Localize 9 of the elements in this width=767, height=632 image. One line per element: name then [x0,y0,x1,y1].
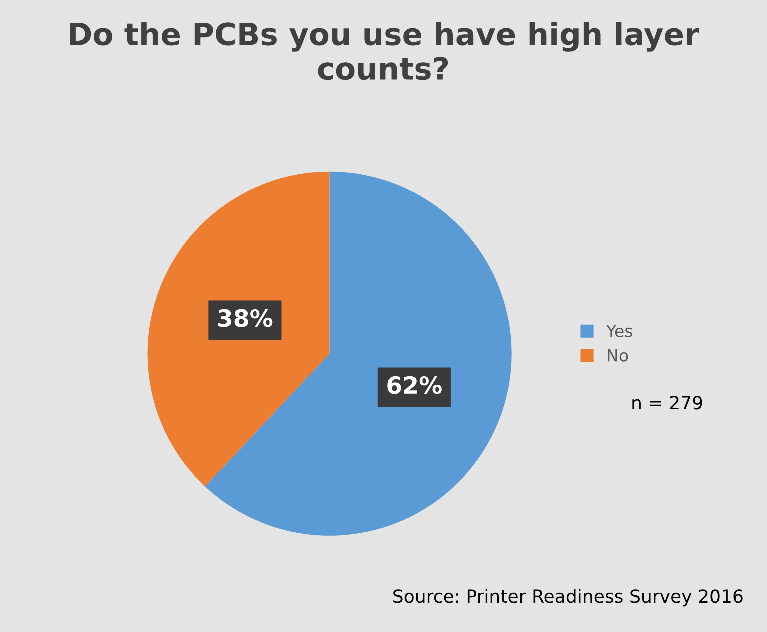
text: n = 279 [632,396,702,410]
data-label: 38% [218,309,273,328]
legend-label: No [608,350,628,362]
data-label: 62% [388,376,442,394]
pie-slice [148,172,330,487]
source-note: Source: Printer Readiness Survey 2016 [394,589,743,607]
legend-label: Yes [606,325,633,338]
pie-slice [205,172,512,536]
chart-title: Do the PCBs you use have high layer counts? [70,22,700,80]
